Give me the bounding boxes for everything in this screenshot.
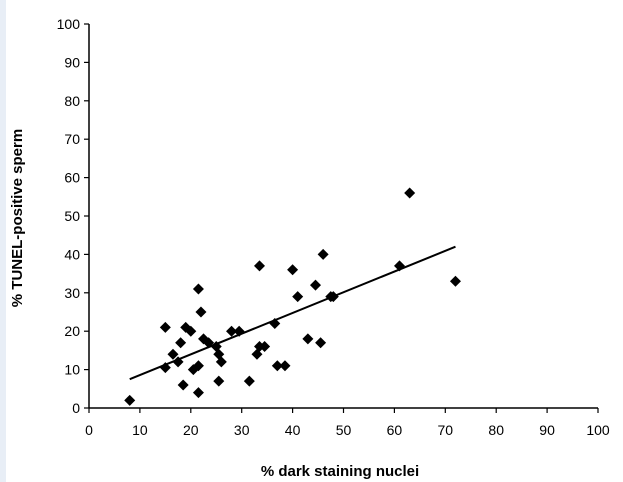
x-tick-label: 60 (387, 422, 403, 438)
y-tick-label: 30 (64, 285, 80, 301)
x-tick-label: 100 (586, 422, 610, 438)
points-layer (124, 187, 461, 406)
chart-frame: 0 10 20 30 40 50 60 70 80 90 100 0 10 20 30 40 50 60 70 80 9… (6, 0, 623, 482)
y-tick-label: 100 (57, 16, 81, 32)
x-tick-label: 70 (438, 422, 454, 438)
ticks: 0 10 20 30 40 50 60 70 80 90 100 0 10 20 30 40 50 60 70 80 9… (57, 16, 610, 438)
data-point (287, 264, 299, 276)
data-point (449, 275, 461, 287)
data-point (315, 337, 327, 349)
data-point (192, 283, 204, 295)
y-tick-label: 0 (72, 400, 80, 416)
y-tick-label: 10 (64, 362, 80, 378)
data-point (185, 325, 197, 337)
data-point (243, 375, 255, 387)
data-point (404, 187, 416, 199)
y-tick-label: 60 (64, 170, 80, 186)
data-point (226, 325, 238, 337)
x-tick-label: 80 (488, 422, 504, 438)
data-point (393, 260, 405, 272)
data-point (233, 325, 245, 337)
data-point (292, 291, 304, 303)
data-point (175, 337, 187, 349)
y-tick-label: 50 (64, 208, 80, 224)
data-point (302, 333, 314, 345)
data-point (271, 360, 283, 372)
data-point (213, 375, 225, 387)
y-tick-label: 80 (64, 93, 80, 109)
x-tick-label: 50 (336, 422, 352, 438)
data-point (192, 387, 204, 399)
data-point (259, 341, 271, 353)
x-tick-label: 20 (183, 422, 199, 438)
data-point (310, 279, 322, 291)
y-axis-title: % TUNEL-positive sperm (9, 129, 26, 307)
data-point (124, 394, 136, 406)
axes (88, 24, 598, 409)
data-point (203, 337, 215, 349)
y-tick-label: 20 (64, 323, 80, 339)
y-tick-label: 90 (64, 54, 80, 70)
data-point (159, 321, 171, 333)
y-tick-label: 70 (64, 131, 80, 147)
x-tick-label: 0 (85, 422, 93, 438)
data-point (269, 318, 281, 330)
x-tick-label: 30 (234, 422, 250, 438)
data-point (177, 379, 189, 391)
data-point (327, 291, 339, 303)
data-point (192, 360, 204, 372)
x-axis-title: % dark staining nuclei (261, 463, 419, 480)
scatter-chart: 0 10 20 30 40 50 60 70 80 90 100 0 10 20 30 40 50 60 70 80 9… (9, 16, 610, 480)
data-point (317, 248, 329, 260)
data-point (215, 356, 227, 368)
data-point (254, 260, 266, 272)
y-tick-label: 40 (64, 246, 80, 262)
x-tick-label: 10 (132, 422, 148, 438)
x-tick-label: 90 (539, 422, 555, 438)
data-point (159, 362, 171, 374)
data-point (172, 356, 184, 368)
data-point (167, 348, 179, 360)
data-point (195, 306, 207, 318)
x-tick-label: 40 (285, 422, 301, 438)
data-point (279, 360, 291, 372)
